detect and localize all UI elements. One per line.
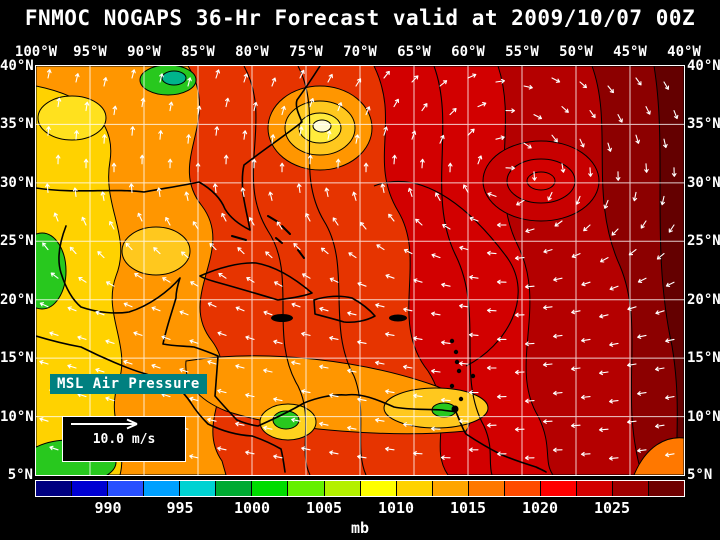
colorbar [35, 480, 685, 497]
lon-tick-label: 75°W [289, 44, 323, 60]
lat-tick-label: 15°N [0, 350, 34, 367]
lon-tick-label: 70°W [343, 44, 377, 60]
chart-title: FNMOC NOGAPS 36-Hr Forecast valid at 200… [24, 6, 696, 30]
lon-tick-label: 50°W [559, 44, 593, 60]
colorbar-segment [540, 481, 577, 496]
colorbar-segment [360, 481, 397, 496]
lat-tick-label: 30°N [687, 174, 720, 191]
colorbar-segment [180, 481, 217, 496]
lat-tick-label: 10°N [0, 408, 34, 425]
colorbar-segment [432, 481, 469, 496]
lon-tick-label: 40°W [667, 44, 701, 60]
colorbar-tick-label: 995 [166, 499, 194, 517]
colorbar-segment [396, 481, 433, 496]
colorbar-tick-label: 1000 [233, 499, 271, 517]
lon-tick-label: 80°W [235, 44, 269, 60]
colorbar-units: mb [350, 519, 370, 537]
colorbar-segment [144, 481, 181, 496]
lon-tick-label: 45°W [613, 44, 647, 60]
colorbar-segment [72, 481, 109, 496]
colorbar-segment [108, 481, 145, 496]
lon-tick-label: 65°W [397, 44, 431, 60]
lat-tick-label: 40°N [687, 58, 720, 74]
lat-tick-label: 35°N [687, 116, 720, 133]
colorbar-tick-label: 1020 [521, 499, 559, 517]
colorbar-tick-label: 990 [94, 499, 122, 517]
lat-tick-label: 30°N [0, 174, 34, 191]
wind-reference-value: 10.0 m/s [92, 431, 156, 447]
colorbar-segment [468, 481, 505, 496]
lat-tick-label: 5°N [687, 467, 713, 483]
wind-arrows [39, 69, 679, 461]
colorbar-segment [576, 481, 613, 496]
lat-tick-label: 25°N [0, 233, 34, 250]
lat-tick-label: 40°N [0, 58, 34, 74]
lon-tick-label: 60°W [451, 44, 485, 60]
lat-tick-label: 35°N [0, 116, 34, 133]
wind-reference-arrow-icon [71, 418, 138, 430]
colorbar-segment [649, 481, 685, 496]
colorbar-segment [252, 481, 289, 496]
lon-tick-label: 55°W [505, 44, 539, 60]
colorbar-segment [504, 481, 541, 496]
lat-tick-label: 10°N [687, 408, 720, 425]
grid-lines [36, 66, 684, 475]
pressure-field-svg [36, 66, 684, 475]
lat-tick-label: 20°N [0, 291, 34, 308]
colorbar-segment [216, 481, 253, 496]
lon-tick-label: 95°W [73, 44, 107, 60]
islands [271, 314, 476, 413]
lat-tick-label: 15°N [687, 350, 720, 367]
lon-tick-label: 90°W [127, 44, 161, 60]
colorbar-segment [288, 481, 325, 496]
lon-tick-label: 100°W [14, 44, 58, 60]
map-area: MSL Air Pressure 10.0 m/s [35, 65, 685, 476]
lon-tick-label: 85°W [181, 44, 215, 60]
colorbar-segment [324, 481, 361, 496]
lat-tick-label: 5°N [7, 467, 33, 483]
field-label: MSL Air Pressure [50, 374, 207, 394]
wind-reference-box: 10.0 m/s [62, 416, 186, 462]
colorbar-ticks: 990 995 1000 1005 1010 1015 1020 1025 [36, 499, 684, 517]
colorbar-tick-label: 1025 [593, 499, 631, 517]
colorbar-tick-label: 1005 [305, 499, 343, 517]
lat-tick-label: 25°N [687, 233, 720, 250]
colorbar-tick-label: 1015 [449, 499, 487, 517]
colorbar-tick-label: 1010 [377, 499, 415, 517]
colorbar-segment [36, 481, 73, 496]
colorbar-segment [613, 481, 650, 496]
lat-tick-label: 20°N [687, 291, 720, 308]
